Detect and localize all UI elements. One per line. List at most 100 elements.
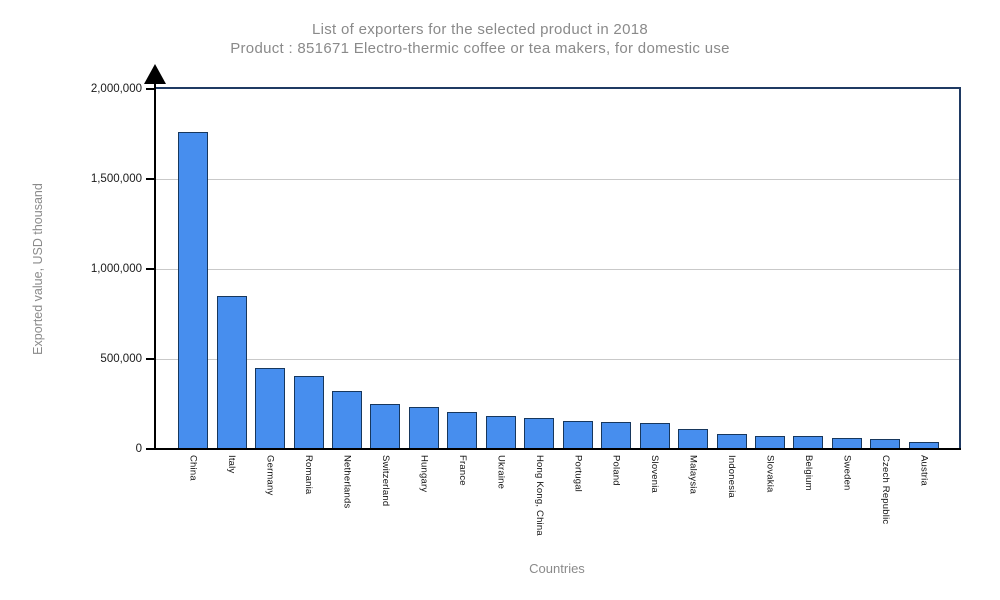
y-tick-mark [146, 178, 155, 180]
x-label-slot: Indonesia [712, 455, 750, 536]
bar-slot [174, 131, 212, 449]
y-tick-mark [146, 358, 155, 360]
x-label-slot: Netherlands [328, 455, 366, 536]
x-label-slot: Germany [251, 455, 289, 536]
x-label-slot: Sweden [828, 455, 866, 536]
bar [831, 438, 862, 449]
x-label-slot: Slovakia [751, 455, 789, 536]
x-axis-label: Hungary [418, 455, 430, 493]
bar-slot [482, 416, 520, 449]
bar [562, 420, 593, 449]
bars-layer [155, 89, 959, 449]
bar [178, 131, 209, 449]
bar [870, 438, 901, 449]
bar-slot [905, 441, 943, 449]
bar [639, 423, 670, 449]
x-axis-label: Netherlands [341, 455, 353, 509]
y-tick-label: 500,000 [100, 353, 142, 365]
bar-slot [635, 423, 673, 449]
x-axis-label: Hong Kong, China [533, 455, 545, 536]
x-axis-labels: China Italy Germany Romania Netherlands Switz… [155, 455, 959, 536]
x-label-slot: Slovenia [635, 455, 673, 536]
bar [716, 433, 747, 449]
chart-title: List of exporters for the selected produ… [311, 21, 649, 38]
x-axis-label: Sweden [841, 455, 853, 491]
x-label-slot: Hungary [405, 455, 443, 536]
bar [908, 441, 939, 449]
y-tick-label: 1,000,000 [90, 263, 142, 275]
bar-slot [559, 420, 597, 449]
bar-slot [289, 376, 327, 449]
x-label-slot: Austria [905, 455, 943, 536]
bar-slot [520, 418, 558, 449]
bar [755, 435, 786, 449]
x-axis-label: Romania [303, 455, 315, 495]
y-tick-label: 2,000,000 [90, 83, 142, 95]
y-tick-mark [146, 268, 155, 270]
x-label-slot: Belgium [789, 455, 827, 536]
x-axis-label: Poland [610, 455, 622, 486]
x-label-slot: Hong Kong, China [520, 455, 558, 536]
bar-slot [674, 429, 712, 449]
x-axis-label: Czech Republic [879, 455, 891, 525]
y-tick-label: 0 [135, 443, 142, 455]
x-label-slot: China [174, 455, 212, 536]
x-label-slot: Poland [597, 455, 635, 536]
plot-frame-top [155, 87, 961, 89]
y-tick-label: 1,500,000 [90, 173, 142, 185]
bar-slot [789, 435, 827, 449]
x-axis-label: Germany [264, 455, 276, 496]
bar [485, 416, 516, 449]
x-axis-label: Switzerland [379, 455, 391, 507]
bar [678, 429, 709, 449]
x-axis-label: Slovenia [649, 455, 661, 494]
y-axis-title: Exported value, USD thousand [31, 183, 45, 355]
gridline [155, 179, 959, 180]
bar-slot [828, 438, 866, 449]
y-tick-mark [146, 88, 155, 90]
bar [793, 435, 824, 449]
x-label-slot: Switzerland [366, 455, 404, 536]
y-axis-arrow-icon [144, 64, 166, 84]
bar [447, 411, 478, 449]
x-axis-label: China [187, 455, 199, 481]
x-label-slot: Romania [289, 455, 327, 536]
x-axis-title: Countries [529, 561, 585, 576]
bar-slot [751, 435, 789, 449]
bar [601, 421, 632, 449]
chart-subtitle: Product : 851671 Electro-thermic coffee … [230, 40, 730, 57]
bar-slot [712, 433, 750, 449]
bar-slot [443, 411, 481, 449]
plot-frame-right [959, 87, 961, 450]
x-axis-line [154, 448, 961, 450]
x-axis-label: Austria [918, 455, 930, 486]
x-label-slot: France [443, 455, 481, 536]
bar [332, 390, 363, 449]
x-label-slot: Italy [212, 455, 250, 536]
bar [293, 376, 324, 449]
x-label-slot: Malaysia [674, 455, 712, 536]
x-axis-label: Malaysia [687, 455, 699, 495]
x-label-slot: Czech Republic [866, 455, 904, 536]
x-axis-label: Italy [226, 455, 238, 474]
x-axis-label: Indonesia [726, 455, 738, 499]
x-axis-label: Portugal [572, 455, 584, 492]
bar [408, 406, 439, 449]
gridline [155, 359, 959, 360]
bar-slot [212, 296, 250, 449]
bar-slot [866, 438, 904, 449]
plot-area [155, 89, 959, 449]
x-label-slot: Portugal [559, 455, 597, 536]
bar [370, 404, 401, 449]
bar-slot [597, 421, 635, 449]
bar-slot [366, 404, 404, 449]
x-axis-label: Belgium [802, 455, 814, 491]
x-axis-label: France [456, 455, 468, 486]
bar [524, 418, 555, 449]
gridline [155, 269, 959, 270]
x-axis-label: Ukraine [495, 455, 507, 490]
bar [255, 368, 286, 449]
x-axis-label: Slovakia [764, 455, 776, 493]
bar-slot [251, 368, 289, 449]
